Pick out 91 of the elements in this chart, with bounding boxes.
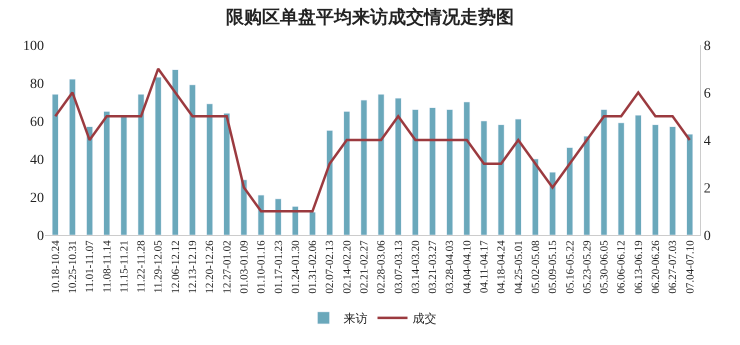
x-tick-label: 07.04-07.10 [684,240,696,294]
x-tick-label: 01.24-01.30 [290,240,302,294]
bar [600,109,608,235]
bar [618,122,624,235]
y-tick-label: 80 [30,76,44,92]
x-tick-label: 12.06-12.12 [170,240,182,294]
x-tick-label: 02.07-02.13 [324,240,336,294]
x-tick-label: 05.02-05.08 [530,240,542,294]
bar [258,194,264,235]
x-tick-label: 01.03-01.09 [238,240,250,294]
x-tick-label: 10.25-10.31 [67,240,80,294]
bar [412,109,419,235]
bar [464,102,470,235]
bar [69,78,76,235]
y2-tick-label: 6 [704,86,711,102]
bar [309,212,316,235]
x-tick-label: 12.27-01.02 [221,240,234,294]
y-tick-label: 0 [37,228,44,244]
bar [274,198,282,235]
legend-label: 来访 [344,312,368,326]
bar [515,118,522,235]
bar [584,136,590,235]
x-tick-label: 06.20-06.26 [650,240,662,294]
x-tick-label: 05.30-06.05 [598,240,611,294]
x-tick-label: 03.28-04.03 [444,240,456,294]
y2-tick-label: 2 [704,181,711,196]
x-tick-label: 02.21-02.27 [358,240,371,294]
x-tick-label: 04.25-05.01 [512,240,525,294]
x-tick-label: 04.18-04.24 [496,240,508,294]
y2-tick-label: 4 [704,134,711,149]
bar [206,104,213,235]
bar [446,109,453,235]
bar [344,111,350,235]
legend-label: 成交 [412,312,436,326]
y-tick-label: 100 [23,38,44,54]
x-tick-label: 01.17-01.23 [272,240,285,294]
bar [172,69,179,235]
x-tick-label: 03.21-03.27 [427,240,440,294]
x-tick-label: 05.16-05.22 [564,240,576,294]
x-tick-label: 11.22-11.28 [136,240,148,293]
line-series [54,68,691,212]
bar [686,134,693,235]
x-tick-label: 02.14-02.20 [341,240,354,294]
bar [652,124,659,235]
bar [292,206,299,235]
x-tick-label: 03.07-03.13 [392,240,405,294]
x-tick-label: 06.13-06.19 [632,240,645,294]
x-tick-label: 04.04-04.10 [461,240,474,294]
bar [154,77,162,235]
y-tick-label: 60 [30,114,44,130]
bar [549,172,556,235]
x-tick-label: 03.14-03.20 [410,240,422,294]
y-tick-label: 40 [30,152,44,168]
x-tick-label: 11.15-11.21 [118,240,130,293]
x-tick-label: 11.29-12.05 [152,240,165,294]
bar [189,84,196,235]
bar [532,158,539,235]
x-tick-label: 10.18-10.24 [50,240,62,294]
x-tick-label: 05.09-05.15 [547,240,560,294]
x-tick-label: 11.01-11.07 [84,240,96,293]
x-tick-label: 05.23-05.29 [581,240,594,294]
bar [394,98,402,235]
bar [52,94,59,235]
y2-tick-label: 0 [704,228,711,244]
bar [498,124,504,235]
x-tick-label: 04.11-04.17 [478,240,491,294]
x-tick-label: 02.28-03.06 [376,240,388,294]
bar [103,111,110,235]
bar [378,94,384,235]
bar [360,100,368,235]
bar [326,130,333,235]
x-tick-label: 06.06-06.12 [616,240,628,294]
x-tick-label: 01.31-02.06 [307,240,320,294]
x-tick-label: 06.27-07.03 [667,240,680,294]
bar [566,147,573,235]
bar [429,107,436,235]
y2-tick-label: 8 [704,38,711,54]
x-tick-label: 11.08-11.14 [101,240,114,293]
x-tick-label: 01.10-01.16 [256,240,268,294]
bar [240,180,248,235]
bar [120,116,128,235]
x-tick-label: 12.20-12.26 [204,240,216,294]
bar [86,126,93,235]
bar [635,115,642,235]
bar [480,120,488,235]
y-tick-label: 20 [30,190,44,206]
bar [669,126,676,235]
bar [138,94,144,235]
x-tick-label: 12.13-12.19 [187,240,200,294]
bar [224,113,230,235]
chart-title: 限购区单盘平均来访成交情况走势图 [226,6,514,27]
